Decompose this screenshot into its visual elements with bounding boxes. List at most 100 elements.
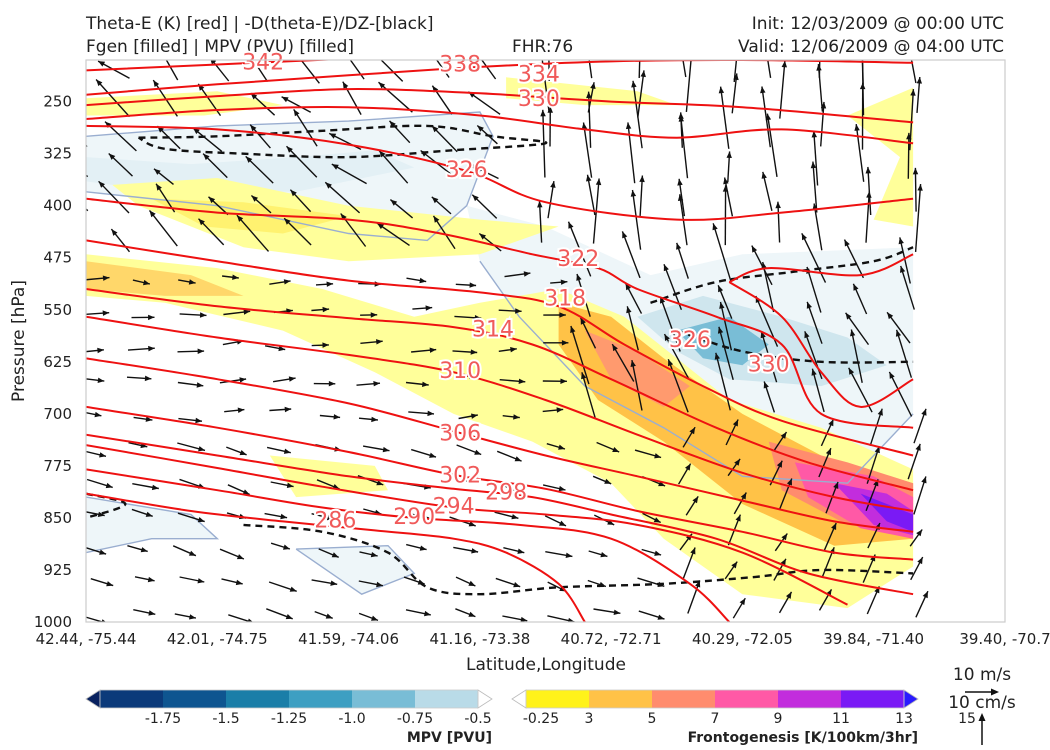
wind-arrow-head — [523, 271, 531, 277]
wind-arrow-head — [108, 153, 116, 160]
wind-arrow — [467, 91, 501, 115]
wind-arrow-head — [144, 375, 152, 382]
wind-arrow-head — [145, 416, 153, 422]
wind-arrow-head — [236, 554, 244, 560]
colorbar-swatch — [652, 690, 716, 708]
wind-arrow-head — [431, 196, 439, 204]
wind-arrow-head — [429, 347, 437, 353]
wind-arrow-head — [511, 514, 519, 520]
wind-arrow-head — [470, 349, 478, 355]
wind-arrow-head — [765, 113, 772, 121]
wind-arrow-head — [917, 557, 923, 565]
wind-arrow-head — [916, 77, 922, 84]
wind-arrow-head — [242, 489, 250, 495]
colorbar-swatch — [415, 690, 479, 708]
wind-arrow-head — [712, 223, 718, 231]
wind-arrow-head — [251, 195, 258, 202]
wind-arrow-head — [293, 109, 300, 117]
wind-arrow — [777, 201, 781, 243]
wind-arrow-head — [470, 43, 476, 50]
wind-arrow — [588, 60, 593, 79]
wind-arrow — [432, 215, 456, 250]
wind-arrow-head — [786, 591, 792, 599]
wind-arrow-head — [189, 614, 196, 620]
stability-contours — [86, 124, 914, 596]
wind-arrow — [252, 60, 269, 82]
y-tick-label: 325 — [43, 145, 72, 163]
wind-arrow-head — [390, 199, 398, 206]
wind-arrow — [86, 616, 105, 622]
wind-arrow-head — [96, 79, 103, 87]
stability-dashed-line — [676, 329, 914, 364]
wind-arrow-head — [860, 53, 865, 60]
wind-arrow-head — [612, 344, 618, 352]
y-tick-label: 475 — [43, 249, 72, 267]
wind-arrow-head — [346, 53, 352, 60]
wind-arrow-head — [833, 482, 839, 489]
wind-arrow-head — [102, 310, 110, 316]
wind-arrow-head — [106, 581, 114, 587]
wind-arrow — [843, 239, 865, 279]
x-axis-label: Latitude,Longitude — [466, 655, 626, 675]
colorbar-tick-label: 13 — [895, 711, 913, 727]
wind-arrow — [631, 359, 643, 411]
wind-arrow-head — [760, 86, 766, 94]
theta-e-line-334 — [86, 88, 914, 124]
wind-arrow — [913, 476, 927, 515]
wind-arrow-head — [740, 492, 747, 500]
colorbar-swatch — [526, 690, 590, 708]
wind-arrow-head — [625, 122, 632, 130]
wind-arrow-head — [690, 547, 696, 555]
wind-arrow-head — [922, 591, 928, 599]
wind-arrow — [900, 265, 915, 310]
wind-arrow-head — [328, 381, 336, 387]
wind-arrow-head — [735, 514, 741, 522]
wind-arrow-head — [151, 484, 159, 491]
wind-arrow-head — [342, 81, 349, 89]
wind-arrow-head — [731, 561, 738, 569]
theta-e-line-314 — [86, 288, 914, 492]
vector-key-horizontal-label: 10 m/s — [953, 665, 1011, 685]
wind-arrow — [679, 115, 689, 179]
wind-arrow-head — [471, 548, 479, 554]
wind-arrow-head — [514, 456, 522, 462]
y-tick-label: 775 — [43, 457, 72, 475]
wind-arrow — [712, 223, 732, 282]
wind-arrow-head — [598, 581, 606, 588]
wind-arrow-head — [281, 96, 289, 103]
wind-arrow-head — [811, 368, 817, 376]
wind-arrow-head — [422, 381, 429, 387]
wind-arrow-head — [900, 265, 906, 273]
frontogenesis-colorbar: 3 5 7 9 11 13 15 Frontogenesis [K/100km/3hr] — [511, 689, 976, 746]
wind-arrow-head — [322, 342, 329, 348]
wind-arrow — [378, 81, 413, 113]
stability-dashed-line — [137, 124, 548, 159]
wind-arrow-head — [382, 446, 390, 453]
theta-e-label-298: 298 — [485, 481, 527, 506]
wind-arrow-head — [143, 279, 150, 286]
wind-arrow-head — [820, 101, 827, 109]
wind-arrow-head — [613, 609, 621, 615]
vector-key-vertical-label: 10 cm/s — [948, 693, 1016, 713]
wind-arrow — [627, 122, 636, 184]
wind-arrow-head — [917, 184, 923, 191]
wind-arrow — [762, 261, 775, 313]
x-tick-label: 42.01, -74.75 — [167, 630, 268, 648]
shaded-region — [86, 497, 218, 553]
theta-e-label-326: 326 — [669, 328, 711, 353]
theta-e-line-330 — [86, 105, 914, 145]
wind-arrow-head — [763, 381, 769, 389]
wind-arrow-head — [722, 185, 729, 192]
wind-arrow — [723, 177, 734, 217]
stability-dashed-line — [650, 246, 914, 304]
wind-arrow-head — [66, 79, 72, 86]
wind-arrow-head — [653, 517, 661, 523]
wind-arrow-head — [556, 407, 564, 413]
wind-arrow-head — [561, 340, 569, 346]
wind-arrow-head — [203, 153, 210, 161]
wind-arrow-head — [739, 598, 746, 606]
x-tick-label: 41.59, -74.06 — [298, 630, 399, 648]
wind-arrow-head — [197, 578, 205, 584]
theta-e-label-306: 306 — [439, 422, 481, 447]
colorbar-tick-label: 15 — [958, 711, 976, 727]
